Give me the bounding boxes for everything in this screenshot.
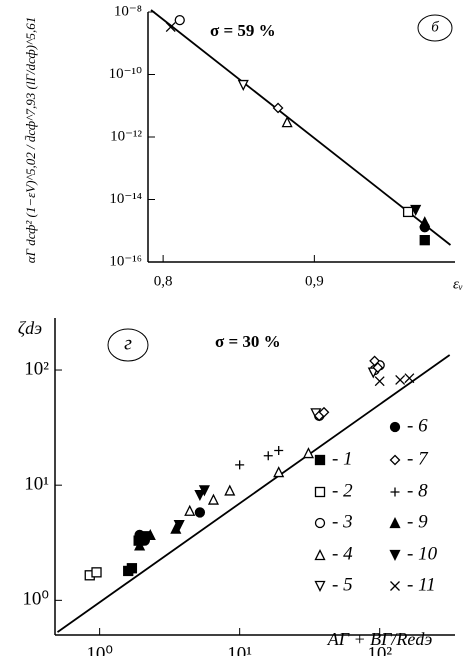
legend-marker [314, 486, 326, 498]
marker [402, 206, 414, 218]
x-axis-label: εᵥ [453, 276, 463, 292]
legend-label: - 11 [407, 574, 436, 595]
legend-marker [389, 549, 401, 561]
marker [144, 528, 156, 541]
x-tick-label: 10¹ [227, 643, 252, 656]
marker [395, 374, 406, 385]
legend-marker [389, 454, 401, 466]
y-axis-label: αГ dсф² (1−εV)^5,02 / d̄сф^7,93 (lГ/dсф)… [23, 17, 38, 263]
y-tick-label: 10² [24, 358, 49, 379]
y-tick-label: 10⁰ [22, 589, 49, 610]
y-tick-label: 10⁻¹⁶ [109, 253, 142, 269]
y-tick-label: 10¹ [24, 474, 49, 495]
fit-line [56, 354, 451, 633]
marker [224, 484, 236, 496]
marker [374, 376, 385, 387]
panel-frame [417, 14, 453, 42]
marker [263, 451, 273, 461]
legend-marker [390, 581, 400, 591]
x-tick-label: 0,9 [305, 273, 324, 289]
marker [184, 504, 196, 516]
legend-label: - 5 [332, 574, 353, 595]
x-tick-label: 0,8 [154, 273, 173, 289]
marker [419, 216, 431, 228]
marker [272, 102, 284, 114]
marker [174, 14, 185, 26]
marker [318, 406, 330, 418]
legend-marker [389, 517, 401, 529]
legend-marker [389, 421, 401, 433]
marker [194, 507, 206, 518]
legend-label: - 10 [407, 543, 438, 564]
annotation: σ = 30 % [215, 332, 281, 351]
legend-label: - 1 [332, 448, 353, 469]
marker [194, 489, 206, 502]
marker [207, 493, 220, 505]
marker [302, 447, 315, 459]
annotation: σ = 59 % [210, 21, 276, 40]
legend-marker [390, 487, 400, 497]
marker [410, 204, 422, 216]
legend-label: - 6 [407, 415, 428, 436]
legend-label: - 9 [407, 511, 428, 532]
marker [404, 373, 415, 384]
y-tick-label: 10⁻⁸ [114, 3, 142, 19]
x-axis-label: AГ + BГ/Redэ [327, 629, 433, 649]
legend-marker [314, 549, 326, 561]
x-tick-label: 10⁰ [86, 643, 113, 656]
panel-frame [107, 328, 149, 362]
legend-marker [314, 454, 326, 466]
x-tick-label: 10² [367, 643, 392, 656]
marker [419, 235, 430, 246]
legend-label: - 7 [407, 448, 429, 469]
y-tick-label: 10⁻¹⁰ [109, 66, 142, 82]
marker [134, 539, 146, 551]
fit-line [150, 9, 452, 246]
marker [281, 116, 293, 128]
marker [173, 519, 185, 532]
marker [198, 485, 210, 497]
marker [165, 22, 176, 33]
marker [372, 362, 384, 374]
legend-marker [314, 580, 326, 592]
marker [237, 79, 249, 91]
y-axis-label: ζdэ [18, 318, 42, 338]
marker [274, 446, 284, 456]
panel-label: г [124, 333, 132, 355]
legend-marker [314, 517, 326, 529]
legend-label: - 2 [332, 480, 353, 501]
marker [91, 567, 102, 578]
marker [235, 460, 245, 470]
y-tick-label: 10⁻¹⁴ [109, 191, 142, 207]
legend-label: - 8 [407, 480, 428, 501]
y-tick-label: 10⁻¹² [110, 128, 142, 144]
panel-label: б [431, 19, 439, 35]
legend-label: - 4 [332, 543, 353, 564]
legend-label: - 3 [332, 511, 353, 532]
marker [126, 563, 138, 574]
marker [273, 466, 285, 478]
